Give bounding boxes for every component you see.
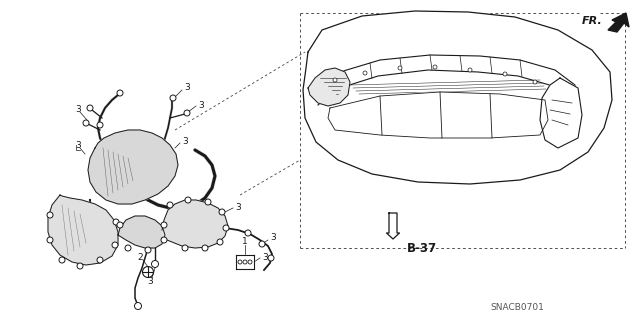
Circle shape — [113, 219, 119, 225]
Text: 3: 3 — [75, 106, 81, 115]
Polygon shape — [118, 216, 165, 248]
Circle shape — [217, 239, 223, 245]
Circle shape — [161, 222, 167, 228]
Circle shape — [117, 90, 123, 96]
Circle shape — [47, 212, 53, 218]
Circle shape — [202, 245, 208, 251]
Circle shape — [363, 71, 367, 75]
Circle shape — [97, 257, 103, 263]
Text: 1: 1 — [242, 238, 248, 247]
Circle shape — [268, 255, 274, 261]
Circle shape — [83, 120, 89, 126]
Text: 3: 3 — [270, 234, 276, 242]
Text: B-37: B-37 — [407, 241, 437, 255]
Text: 2: 2 — [137, 253, 143, 262]
Circle shape — [112, 242, 118, 248]
Circle shape — [125, 245, 131, 251]
Circle shape — [47, 237, 53, 243]
Circle shape — [152, 261, 159, 268]
Polygon shape — [308, 68, 350, 106]
Circle shape — [134, 302, 141, 309]
Circle shape — [503, 72, 507, 76]
Circle shape — [219, 209, 225, 215]
Circle shape — [398, 66, 402, 70]
Circle shape — [245, 230, 251, 236]
Circle shape — [87, 105, 93, 111]
Polygon shape — [540, 78, 582, 148]
Polygon shape — [608, 13, 629, 32]
Polygon shape — [48, 195, 118, 265]
Text: 3: 3 — [147, 278, 153, 286]
Circle shape — [533, 80, 537, 84]
Text: FR.: FR. — [582, 16, 603, 26]
Circle shape — [117, 222, 123, 228]
Text: 3: 3 — [182, 137, 188, 145]
Polygon shape — [88, 130, 178, 204]
Polygon shape — [387, 213, 399, 239]
Circle shape — [77, 263, 83, 269]
Polygon shape — [236, 255, 254, 269]
Text: 3: 3 — [235, 203, 241, 211]
Circle shape — [97, 122, 103, 128]
Circle shape — [145, 247, 151, 253]
Circle shape — [433, 65, 437, 69]
Circle shape — [182, 245, 188, 251]
Circle shape — [59, 257, 65, 263]
Text: 3: 3 — [75, 142, 81, 151]
Circle shape — [184, 110, 190, 116]
Circle shape — [333, 78, 337, 82]
Circle shape — [185, 197, 191, 203]
Polygon shape — [303, 11, 612, 184]
Text: SNACB0701: SNACB0701 — [490, 303, 544, 313]
Circle shape — [161, 237, 167, 243]
Circle shape — [259, 241, 265, 247]
Circle shape — [170, 95, 176, 101]
Text: 3: 3 — [184, 84, 189, 93]
Text: 3: 3 — [262, 253, 268, 262]
Text: 3: 3 — [198, 100, 204, 109]
Circle shape — [468, 68, 472, 72]
Circle shape — [167, 202, 173, 208]
Circle shape — [205, 199, 211, 205]
Polygon shape — [328, 92, 548, 138]
Circle shape — [223, 225, 229, 231]
Polygon shape — [162, 200, 228, 248]
